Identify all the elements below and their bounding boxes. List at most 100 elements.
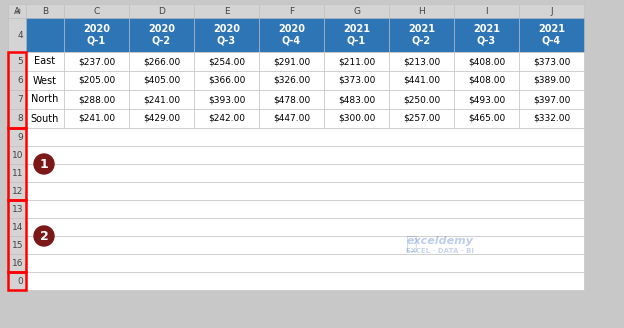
Text: F: F: [289, 7, 294, 15]
Text: $257.00: $257.00: [403, 114, 440, 123]
Bar: [454, 18, 519, 52]
Bar: [26, 146, 584, 164]
Bar: [519, 18, 584, 52]
Bar: [26, 164, 584, 182]
Text: $408.00: $408.00: [468, 57, 505, 66]
Text: 1: 1: [40, 157, 49, 171]
Bar: [26, 52, 64, 71]
Bar: [26, 218, 584, 236]
Bar: [8, 254, 26, 272]
Text: $326.00: $326.00: [273, 76, 310, 85]
Bar: [64, 90, 129, 109]
Text: West: West: [33, 75, 57, 86]
Text: $397.00: $397.00: [533, 95, 570, 104]
Bar: [389, 90, 454, 109]
Bar: [26, 109, 64, 128]
Bar: [129, 90, 194, 109]
Text: 9: 9: [17, 133, 23, 141]
Bar: [8, 4, 26, 18]
Bar: [129, 71, 194, 90]
Bar: [324, 4, 389, 18]
Bar: [324, 52, 389, 71]
Bar: [259, 4, 324, 18]
Bar: [8, 71, 26, 90]
Text: $373.00: $373.00: [338, 76, 375, 85]
Text: 6: 6: [17, 76, 23, 85]
Text: 4: 4: [17, 31, 23, 39]
Text: $300.00: $300.00: [338, 114, 375, 123]
Bar: [64, 109, 129, 128]
Text: $483.00: $483.00: [338, 95, 375, 104]
Text: $478.00: $478.00: [273, 95, 310, 104]
Text: 8: 8: [17, 114, 23, 123]
Bar: [194, 4, 259, 18]
Text: 2: 2: [40, 230, 49, 242]
Text: $288.00: $288.00: [78, 95, 115, 104]
Text: $205.00: $205.00: [78, 76, 115, 85]
Bar: [454, 4, 519, 18]
Text: 11: 11: [11, 169, 23, 177]
Bar: [8, 4, 26, 18]
Bar: [8, 52, 26, 128]
Bar: [64, 4, 129, 18]
Text: East: East: [34, 56, 56, 67]
Bar: [8, 128, 26, 146]
Bar: [389, 4, 454, 18]
Text: $389.00: $389.00: [533, 76, 570, 85]
Bar: [259, 90, 324, 109]
Text: $405.00: $405.00: [143, 76, 180, 85]
Text: $408.00: $408.00: [468, 76, 505, 85]
Bar: [519, 109, 584, 128]
Bar: [194, 109, 259, 128]
Text: ⧆: ⧆: [406, 234, 418, 253]
Bar: [8, 18, 26, 52]
Text: $250.00: $250.00: [403, 95, 440, 104]
Bar: [8, 272, 26, 290]
Bar: [64, 18, 129, 52]
Circle shape: [34, 154, 54, 174]
Text: 16: 16: [11, 258, 23, 268]
Text: J: J: [550, 7, 553, 15]
Bar: [324, 71, 389, 90]
Bar: [26, 254, 584, 272]
Text: $266.00: $266.00: [143, 57, 180, 66]
Bar: [8, 146, 26, 164]
Bar: [129, 18, 194, 52]
Text: 2021
Q-3: 2021 Q-3: [473, 24, 500, 46]
Bar: [389, 52, 454, 71]
Bar: [26, 182, 584, 200]
Text: $373.00: $373.00: [533, 57, 570, 66]
Text: A: A: [14, 7, 20, 15]
Text: 2020
Q-1: 2020 Q-1: [83, 24, 110, 46]
Bar: [64, 71, 129, 90]
Bar: [8, 128, 26, 200]
Text: 2020
Q-2: 2020 Q-2: [148, 24, 175, 46]
Text: $447.00: $447.00: [273, 114, 310, 123]
Text: $213.00: $213.00: [403, 57, 440, 66]
Text: $237.00: $237.00: [78, 57, 115, 66]
Bar: [259, 52, 324, 71]
Bar: [454, 52, 519, 71]
Bar: [8, 164, 26, 182]
Text: South: South: [31, 113, 59, 124]
Text: G: G: [353, 7, 360, 15]
Bar: [389, 18, 454, 52]
Bar: [194, 18, 259, 52]
Text: $465.00: $465.00: [468, 114, 505, 123]
Bar: [26, 90, 64, 109]
Bar: [8, 200, 26, 218]
Bar: [26, 18, 64, 52]
Bar: [8, 200, 26, 272]
Bar: [129, 4, 194, 18]
Text: 5: 5: [17, 57, 23, 66]
Bar: [324, 90, 389, 109]
Text: 14: 14: [12, 222, 23, 232]
Bar: [519, 52, 584, 71]
Text: EXCEL · DATA · BI: EXCEL · DATA · BI: [406, 248, 474, 254]
Text: 10: 10: [11, 151, 23, 159]
Text: C: C: [94, 7, 100, 15]
Text: H: H: [418, 7, 425, 15]
Text: $366.00: $366.00: [208, 76, 245, 85]
Text: 2021
Q-1: 2021 Q-1: [343, 24, 370, 46]
Text: $493.00: $493.00: [468, 95, 505, 104]
